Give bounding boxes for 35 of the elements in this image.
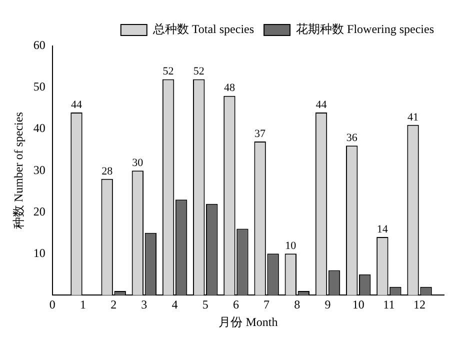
x-tick-label: 7	[264, 298, 270, 312]
y-tick-label: 10	[33, 246, 46, 260]
legend-label: 总种数 Total species	[152, 22, 254, 36]
x-tick-label: 12	[414, 298, 426, 312]
data-label: 14	[376, 223, 388, 236]
x-axis-title: 月份 Month	[218, 314, 278, 329]
data-label: 44	[316, 98, 328, 111]
y-tick-label: 50	[33, 80, 46, 94]
x-tick-label: 1	[80, 298, 86, 312]
y-tick-label: 60	[33, 38, 46, 52]
y-tick-label: 20	[33, 204, 46, 218]
x-tick-label: 3	[141, 298, 148, 312]
x-tick-label: 8	[294, 298, 300, 312]
x-tick-label: 5	[202, 298, 208, 312]
x-tick-label: 9	[324, 298, 331, 312]
x-tick-label: 10	[352, 298, 364, 312]
y-tick-label: 40	[33, 121, 46, 136]
x-tick-label: 4	[172, 298, 178, 312]
data-label: 52	[193, 66, 204, 78]
data-label: 28	[102, 165, 114, 178]
data-label: 52	[162, 66, 174, 78]
x-tick-label: 2	[110, 298, 117, 312]
data-label: 41	[408, 111, 419, 124]
y-tick-label: 30	[33, 162, 46, 177]
legend-label: 花期种数 Flowering species	[296, 22, 434, 36]
data-label: 10	[285, 240, 297, 252]
x-tick-label: 6	[232, 298, 239, 312]
x-tick-label: 11	[383, 298, 395, 312]
data-label: 48	[224, 82, 236, 94]
data-label: 44	[70, 98, 82, 111]
data-label: 36	[346, 132, 358, 144]
x-tick-label: 0	[49, 298, 56, 312]
data-label: 30	[132, 156, 144, 169]
y-axis-title: 种数 Number of species	[11, 112, 26, 230]
data-label: 37	[254, 128, 266, 140]
